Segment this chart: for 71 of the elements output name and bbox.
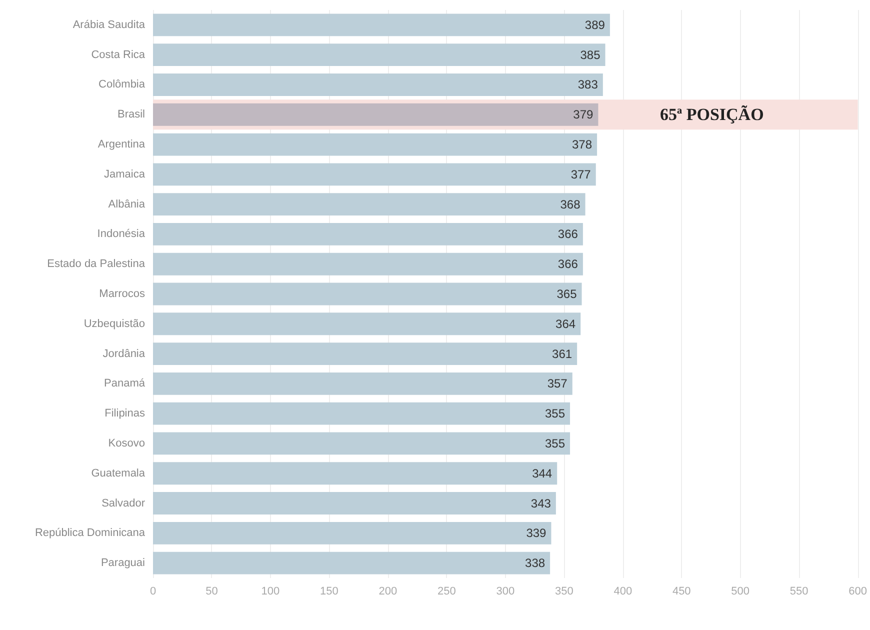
bar — [153, 492, 556, 514]
band-label: 65ª POSIÇÃO — [660, 105, 764, 124]
data-label: 389 — [584, 18, 606, 32]
y-tick-label: Salvador — [102, 497, 146, 510]
y-tick-label: Filipinas — [104, 408, 146, 420]
bar — [153, 372, 572, 395]
y-tick-label: Argentina — [98, 138, 146, 151]
x-tick-label: 600 — [848, 586, 868, 598]
data-label: 357 — [547, 376, 568, 391]
bar — [153, 552, 550, 574]
data-label: 355 — [544, 436, 566, 450]
y-tick-label: Marrocos — [99, 288, 146, 300]
y-tick-label: Guatemala — [91, 467, 146, 480]
bar — [153, 193, 586, 216]
bar — [153, 133, 598, 156]
y-tick-label: Jamaica — [104, 168, 146, 180]
x-tick-label: 0 — [150, 586, 156, 598]
bar — [153, 44, 606, 66]
data-label: 377 — [570, 167, 592, 182]
data-label: 355 — [544, 406, 566, 421]
x-tick-label: 400 — [614, 586, 632, 598]
y-tick-label: Paraguai — [100, 557, 145, 570]
y-tick-label: Estado da Palestina — [47, 258, 146, 270]
bar — [153, 163, 596, 186]
x-tick-label: 200 — [378, 586, 398, 598]
y-tick-label: Colômbia — [98, 78, 146, 91]
y-tick-label: Costa Rica — [91, 48, 146, 61]
data-label: 366 — [558, 227, 578, 242]
bar — [153, 223, 583, 246]
bar — [153, 14, 610, 36]
y-tick-label: Indonésia — [97, 228, 146, 240]
bar — [153, 432, 570, 455]
data-label: 343 — [530, 496, 552, 510]
data-label: 361 — [552, 346, 572, 361]
bar — [153, 402, 570, 425]
y-tick-label: Uzbequistão — [84, 318, 145, 330]
x-tick-label: 500 — [731, 586, 750, 598]
x-tick-label: 550 — [790, 586, 808, 598]
bar — [153, 252, 583, 276]
bar — [153, 103, 598, 126]
y-tick-label: Panamá — [104, 378, 146, 390]
bar — [153, 522, 552, 544]
bar — [153, 462, 558, 485]
y-tick-label: Brasil — [117, 108, 145, 121]
y-tick-label: Kosovo — [108, 437, 145, 450]
y-tick-label: Arábia Saudita — [72, 18, 146, 31]
data-label: 379 — [573, 108, 594, 122]
data-label: 365 — [556, 287, 578, 301]
x-tick-label: 50 — [206, 586, 218, 598]
bar — [153, 282, 582, 306]
y-tick-label: Jordânia — [102, 348, 146, 360]
data-label: 378 — [572, 138, 592, 152]
data-label: 344 — [532, 466, 552, 480]
x-tick-label: 250 — [437, 586, 456, 598]
bar — [153, 342, 578, 365]
bar — [153, 74, 603, 96]
x-tick-label: 150 — [320, 586, 338, 598]
x-tick-label: 450 — [672, 586, 691, 598]
data-label: 338 — [525, 556, 546, 570]
data-label: 366 — [558, 257, 578, 272]
x-tick-label: 100 — [261, 586, 280, 598]
data-label: 339 — [526, 526, 547, 540]
y-tick-label: República Dominicana — [34, 527, 146, 540]
data-label: 364 — [556, 316, 576, 331]
data-label: 385 — [580, 48, 601, 62]
bar — [153, 312, 581, 336]
y-tick-label: Albânia — [108, 198, 146, 210]
data-label: 383 — [578, 78, 598, 92]
data-label: 368 — [560, 197, 581, 212]
x-tick-label: 300 — [496, 586, 515, 598]
x-tick-label: 350 — [554, 586, 574, 598]
